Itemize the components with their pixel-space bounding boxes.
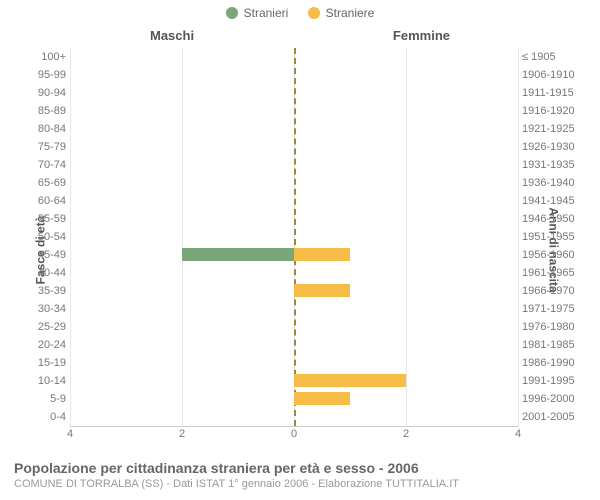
table-row	[70, 120, 518, 138]
bar-female	[294, 284, 350, 297]
table-row	[70, 174, 518, 192]
table-row	[70, 390, 518, 408]
ylabel-age: 45-49	[6, 246, 66, 264]
ylabel-age: 90-94	[6, 84, 66, 102]
legend-swatch-female	[308, 7, 320, 19]
bar-male	[182, 248, 294, 261]
table-row	[70, 264, 518, 282]
ylabel-age: 5-9	[6, 390, 66, 408]
x-tick-label: 4	[515, 428, 521, 440]
x-tick-label: 2	[179, 428, 185, 440]
ylabel-age: 30-34	[6, 300, 66, 318]
table-row	[70, 282, 518, 300]
chart-subtitle: COMUNE DI TORRALBA (SS) - Dati ISTAT 1° …	[14, 478, 586, 490]
table-row	[70, 372, 518, 390]
ylabel-birth: 1936-1940	[522, 174, 594, 192]
ylabel-birth: 1961-1965	[522, 264, 594, 282]
ylabel-birth: 1926-1930	[522, 138, 594, 156]
population-pyramid-chart: Stranieri Straniere Maschi Femmine Fasce…	[0, 0, 600, 500]
table-row	[70, 336, 518, 354]
ylabel-age: 85-89	[6, 102, 66, 120]
table-row	[70, 228, 518, 246]
table-row	[70, 138, 518, 156]
gridline	[518, 48, 519, 426]
col-header-male: Maschi	[150, 28, 194, 43]
ylabel-age: 10-14	[6, 372, 66, 390]
table-row	[70, 354, 518, 372]
ylabel-birth: 1951-1955	[522, 228, 594, 246]
ylabel-birth: 1916-1920	[522, 102, 594, 120]
ylabel-birth: 1931-1935	[522, 156, 594, 174]
table-row	[70, 318, 518, 336]
ylabel-age: 50-54	[6, 228, 66, 246]
ylabel-age: 60-64	[6, 192, 66, 210]
ylabel-age: 25-29	[6, 318, 66, 336]
ylabel-birth: 1991-1995	[522, 372, 594, 390]
ylabel-birth: 2001-2005	[522, 408, 594, 426]
chart-footer: Popolazione per cittadinanza straniera p…	[14, 460, 586, 490]
table-row	[70, 246, 518, 264]
ylabel-age: 100+	[6, 48, 66, 66]
bar-female	[294, 248, 350, 261]
ylabel-birth: 1921-1925	[522, 120, 594, 138]
col-header-female: Femmine	[393, 28, 450, 43]
table-row	[70, 192, 518, 210]
ylabel-birth: 1971-1975	[522, 300, 594, 318]
ylabel-age: 0-4	[6, 408, 66, 426]
ylabel-birth: 1956-1960	[522, 246, 594, 264]
table-row	[70, 48, 518, 66]
ylabel-birth: 1996-2000	[522, 390, 594, 408]
table-row	[70, 408, 518, 426]
ylabel-birth: 1966-1970	[522, 282, 594, 300]
table-row	[70, 84, 518, 102]
x-axis-ticks: 4 2 0 2 4	[70, 428, 518, 444]
ylabel-birth: 1986-1990	[522, 354, 594, 372]
ylabel-birth: 1946-1950	[522, 210, 594, 228]
bar-female	[294, 392, 350, 405]
legend-item-male: Stranieri	[226, 6, 289, 20]
ylabel-age: 15-19	[6, 354, 66, 372]
x-tick-label: 4	[67, 428, 73, 440]
legend-swatch-male	[226, 7, 238, 19]
ylabel-age: 35-39	[6, 282, 66, 300]
x-tick-label: 0	[291, 428, 297, 440]
ylabel-age: 65-69	[6, 174, 66, 192]
ylabel-birth: ≤ 1905	[522, 48, 594, 66]
table-row	[70, 300, 518, 318]
ylabel-age: 95-99	[6, 66, 66, 84]
table-row	[70, 102, 518, 120]
ylabel-age: 70-74	[6, 156, 66, 174]
ylabel-birth: 1981-1985	[522, 336, 594, 354]
legend: Stranieri Straniere	[0, 6, 600, 22]
x-tick-label: 2	[403, 428, 409, 440]
chart-title: Popolazione per cittadinanza straniera p…	[14, 460, 586, 476]
ylabel-age: 80-84	[6, 120, 66, 138]
table-row	[70, 156, 518, 174]
ylabel-age: 40-44	[6, 264, 66, 282]
ylabel-age: 55-59	[6, 210, 66, 228]
plot-area	[70, 48, 518, 427]
ylabel-birth: 1906-1910	[522, 66, 594, 84]
ylabel-age: 75-79	[6, 138, 66, 156]
ylabel-birth: 1911-1915	[522, 84, 594, 102]
ylabel-birth: 1941-1945	[522, 192, 594, 210]
table-row	[70, 210, 518, 228]
bar-female	[294, 374, 406, 387]
legend-label-male: Stranieri	[244, 6, 289, 20]
legend-label-female: Straniere	[326, 6, 375, 20]
table-row	[70, 66, 518, 84]
ylabel-age: 20-24	[6, 336, 66, 354]
legend-item-female: Straniere	[308, 6, 375, 20]
ylabel-birth: 1976-1980	[522, 318, 594, 336]
